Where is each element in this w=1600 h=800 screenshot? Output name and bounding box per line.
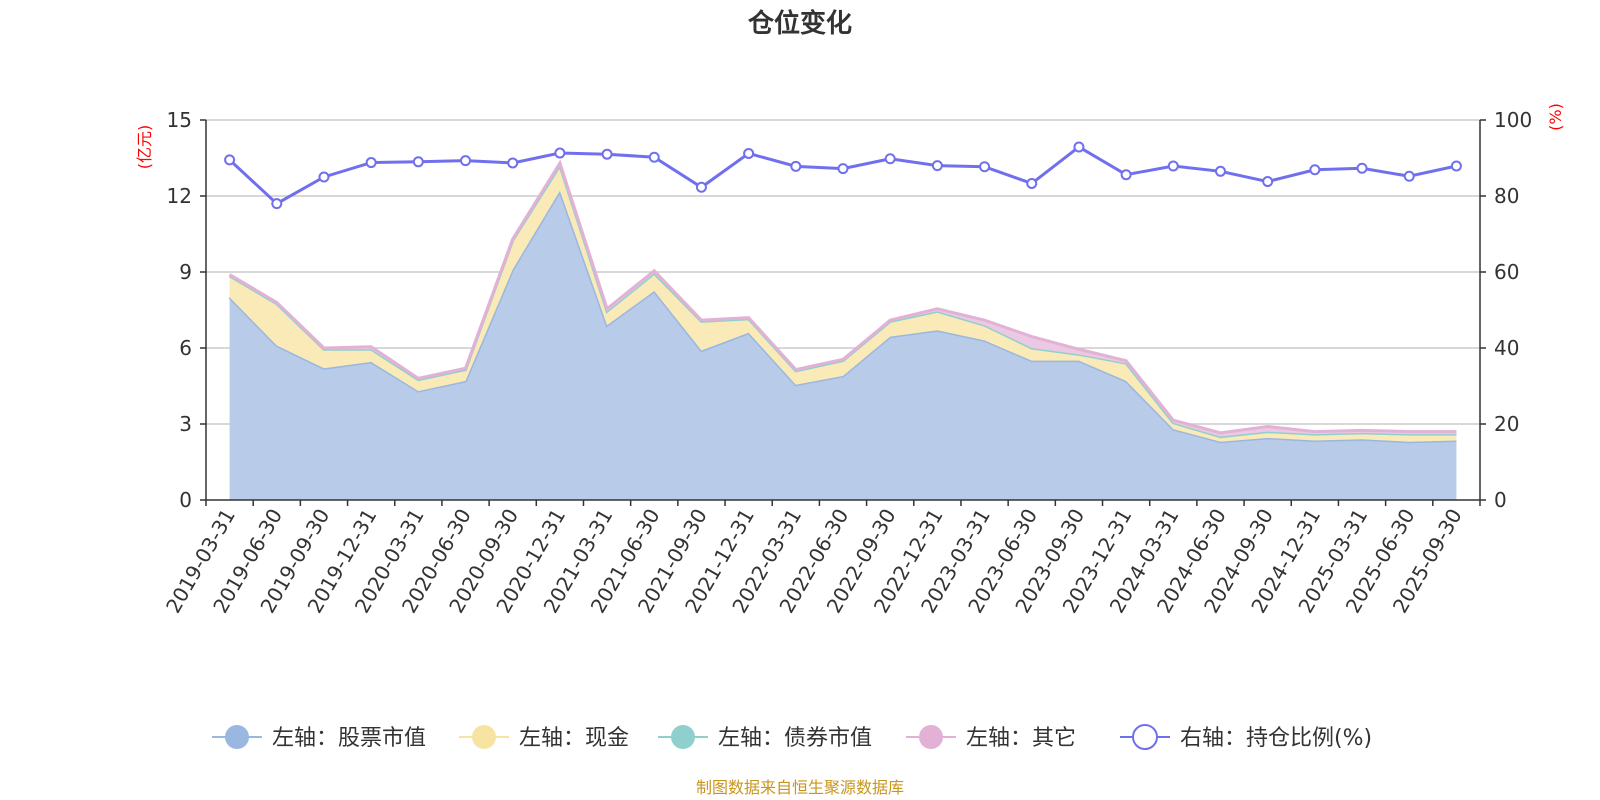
- ratio-point: [931, 160, 943, 172]
- legend-item: 左轴：债券市值: [658, 725, 872, 751]
- legend: 左轴：股票市值 左轴：现金 左轴：债券市值 左轴：其它 右轴：持仓比例(%): [212, 724, 1372, 751]
- legend-item: 左轴：现金: [459, 725, 629, 751]
- right-axis-unit: (%): [1546, 103, 1565, 131]
- left-axis-unit: (亿元): [135, 125, 154, 170]
- legend-marker: [1132, 724, 1158, 750]
- ratio-point: [554, 147, 566, 159]
- left-tick-label: 0: [179, 488, 192, 512]
- stacked-areas: [228, 159, 1457, 500]
- ratio-point: [979, 161, 991, 173]
- ratio-point: [1403, 170, 1415, 182]
- ratio-point: [365, 157, 377, 169]
- ratio-point: [460, 155, 472, 167]
- legend-item: 右轴：持仓比例(%): [1120, 724, 1372, 751]
- ratio-point: [1356, 162, 1368, 174]
- legend-label: 左轴：股票市值: [272, 726, 426, 751]
- ratio-point: [318, 171, 330, 183]
- legend-item: 左轴：其它: [906, 725, 1076, 751]
- holding-ratio-series: [224, 141, 1462, 210]
- ratio-point: [1450, 160, 1462, 172]
- right-tick-label: 20: [1494, 412, 1519, 436]
- legend-item: 左轴：股票市值: [212, 725, 426, 751]
- legend-marker: [919, 725, 943, 749]
- right-tick-label: 0: [1494, 488, 1507, 512]
- ratio-point: [790, 160, 802, 172]
- left-tick-label: 3: [179, 412, 192, 436]
- left-tick-label: 9: [179, 260, 192, 284]
- ratio-point: [1073, 141, 1085, 153]
- ratio-point: [1120, 169, 1132, 181]
- left-tick-label: 12: [167, 184, 192, 208]
- legend-marker: [472, 725, 496, 749]
- ratio-point: [743, 147, 755, 159]
- grid-lines: [206, 119, 1480, 425]
- left-tick-label: 15: [167, 108, 192, 132]
- right-tick-label: 60: [1494, 260, 1519, 284]
- right-tick-label: 100: [1494, 108, 1532, 132]
- right-tick-label: 80: [1494, 184, 1519, 208]
- ratio-point: [648, 151, 660, 163]
- ratio-point: [507, 157, 519, 169]
- ratio-point: [1026, 177, 1038, 189]
- legend-marker: [671, 725, 695, 749]
- ratio-point: [1309, 164, 1321, 176]
- legend-label: 右轴：持仓比例(%): [1180, 726, 1372, 751]
- ratio-point: [224, 154, 236, 166]
- ratio-point: [837, 163, 849, 175]
- ratio-line: [228, 145, 1457, 206]
- chart-title: 仓位变化: [747, 8, 852, 39]
- ratio-point: [271, 198, 283, 210]
- legend-marker: [225, 725, 249, 749]
- legend-label: 左轴：债券市值: [718, 726, 872, 751]
- right-tick-label: 40: [1494, 336, 1519, 360]
- legend-label: 左轴：现金: [519, 726, 629, 751]
- ratio-point: [884, 153, 896, 165]
- ratio-point: [601, 148, 613, 160]
- ratio-point: [1214, 165, 1226, 177]
- area-line: [228, 159, 1457, 435]
- legend-label: 左轴：其它: [966, 726, 1076, 751]
- area-fill: [229, 190, 1457, 500]
- source-note: 制图数据来自恒生聚源数据库: [696, 778, 904, 797]
- ratio-point: [1262, 176, 1274, 188]
- left-tick-label: 6: [179, 336, 192, 360]
- ratio-point: [412, 156, 424, 168]
- ratio-point: [695, 181, 707, 193]
- ratio-point: [1167, 160, 1179, 172]
